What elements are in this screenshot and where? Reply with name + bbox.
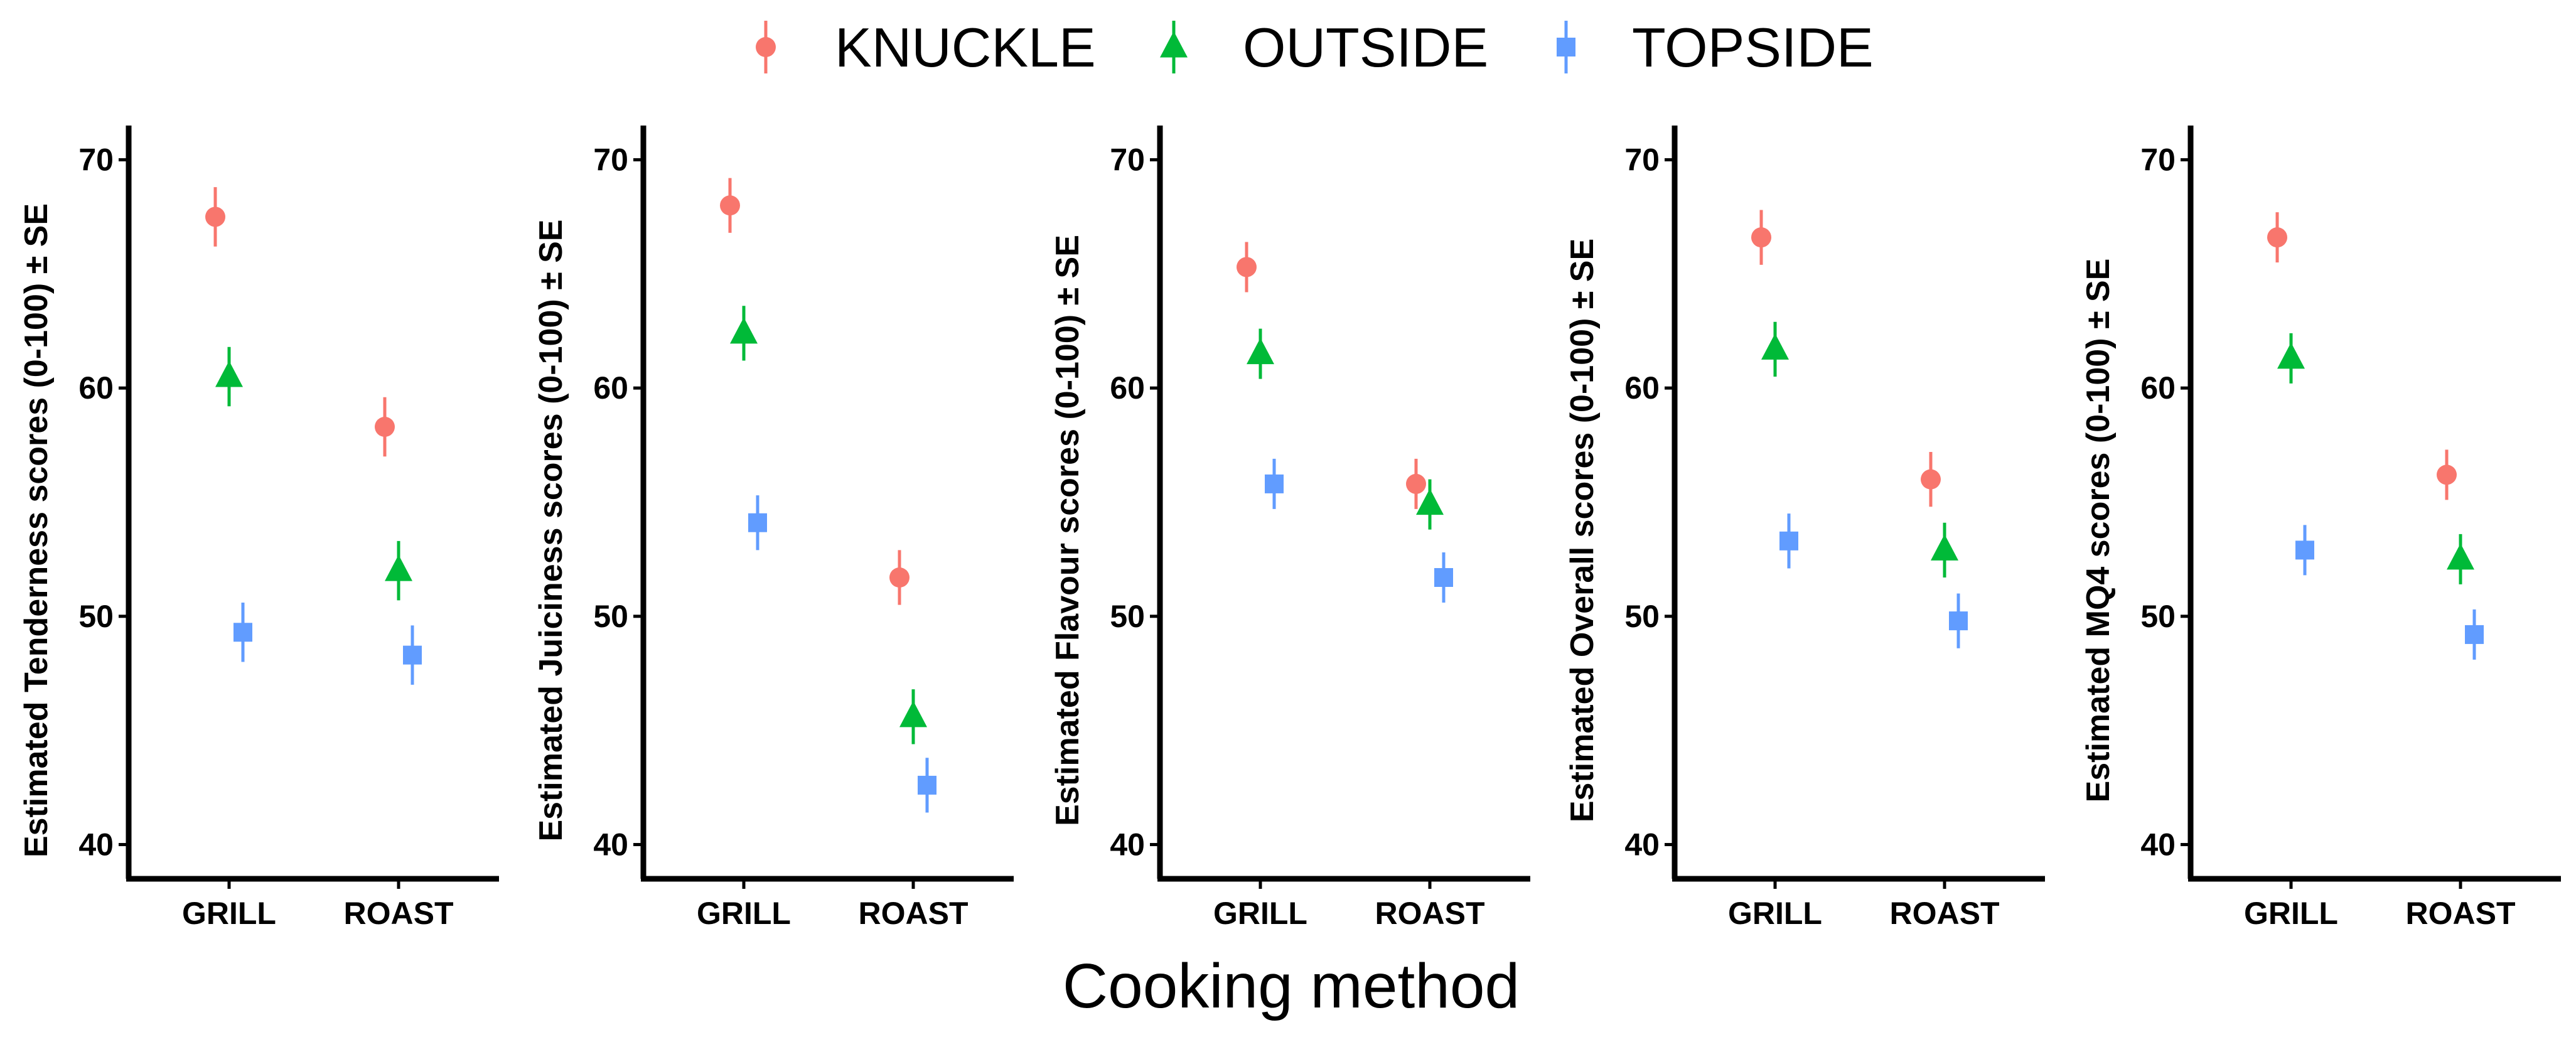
x-tick-label: ROAST bbox=[2406, 896, 2516, 931]
y-tick-label: 70 bbox=[593, 142, 628, 178]
point-outside-roast bbox=[385, 554, 412, 581]
point-topside-grill bbox=[233, 623, 252, 642]
legend-label-outside: OUTSIDE bbox=[1243, 16, 1488, 78]
y-tick-label: 40 bbox=[593, 827, 628, 862]
legend-item-topside: TOPSIDE bbox=[1557, 16, 1874, 78]
panel-5: 40 50 60 70 GRILL ROAST Estimated MQ4 scores (… bbox=[2080, 126, 2561, 931]
x-tick-label: ROAST bbox=[1375, 896, 1485, 931]
point-topside-roast bbox=[918, 775, 936, 795]
point-topside-roast bbox=[403, 645, 422, 665]
y-tick-label: 50 bbox=[2140, 599, 2176, 634]
x-tick-label: GRILL bbox=[1213, 896, 1307, 931]
point-outside-grill bbox=[215, 360, 243, 387]
point-outside-grill bbox=[1247, 338, 1274, 365]
x-tick-label: GRILL bbox=[2244, 896, 2338, 931]
point-knuckle-grill bbox=[720, 195, 740, 216]
point-knuckle-roast bbox=[889, 567, 910, 588]
legend-label-topside: TOPSIDE bbox=[1632, 16, 1874, 78]
y-tick-label: 60 bbox=[1110, 370, 1145, 406]
y-tick-label: 60 bbox=[78, 370, 114, 406]
x-tick-label: GRILL bbox=[1728, 896, 1822, 931]
x-tick-label: GRILL bbox=[697, 896, 791, 931]
y-axis-label: Estimated Juiciness scores (0-100) ± SE bbox=[533, 220, 569, 842]
point-knuckle-roast bbox=[1921, 469, 1941, 490]
legend-marker-knuckle bbox=[756, 37, 776, 57]
y-axis-label: Estimated MQ4 scores (0-100) ± SE bbox=[2080, 259, 2117, 803]
point-knuckle-roast bbox=[2437, 465, 2457, 485]
y-tick-label: 40 bbox=[1624, 827, 1660, 862]
point-topside-grill bbox=[2295, 540, 2314, 560]
legend-label-knuckle: KNUCKLE bbox=[835, 16, 1096, 78]
point-outside-roast bbox=[1931, 534, 1958, 561]
legend-marker-topside bbox=[1557, 38, 1575, 56]
point-topside-roast bbox=[1434, 568, 1453, 587]
x-tick-label: ROAST bbox=[859, 896, 969, 931]
y-axis-label: Estimated Flavour scores (0-100) ± SE bbox=[1049, 235, 1086, 826]
point-outside-grill bbox=[2277, 342, 2305, 369]
point-knuckle-roast bbox=[1406, 473, 1426, 494]
y-tick-label: 60 bbox=[1624, 370, 1660, 406]
point-knuckle-grill bbox=[205, 207, 225, 227]
point-outside-roast bbox=[2447, 543, 2474, 570]
x-axis-title: Cooking method bbox=[1063, 951, 1520, 1021]
legend-marker-outside bbox=[1160, 31, 1188, 58]
point-outside-grill bbox=[1761, 333, 1789, 360]
point-topside-grill bbox=[1779, 531, 1798, 551]
panel-3: 40 50 60 70 GRILL ROAST Estimated Flavour scor… bbox=[1049, 126, 1530, 931]
x-tick-label: ROAST bbox=[344, 896, 454, 931]
point-knuckle-grill bbox=[2267, 227, 2287, 248]
x-tick-label: ROAST bbox=[1890, 896, 2000, 931]
legend-item-outside: OUTSIDE bbox=[1160, 16, 1488, 78]
chart-panels: 40 50 60 70 GRILL ROAST Estimated Tenderness s… bbox=[18, 126, 2561, 931]
y-axis-label: Estimated Tenderness scores (0-100) ± SE bbox=[18, 203, 55, 857]
panel-4: 40 50 60 70 GRILL ROAST Estimated Overall scor… bbox=[1564, 126, 2045, 931]
y-tick-label: 50 bbox=[1624, 599, 1660, 634]
panel-2: 40 50 60 70 GRILL ROAST Estimated Juiciness sc… bbox=[533, 126, 1014, 931]
point-topside-grill bbox=[748, 513, 767, 532]
legend-item-knuckle: KNUCKLE bbox=[756, 16, 1096, 78]
y-tick-label: 50 bbox=[1110, 599, 1145, 634]
y-tick-label: 70 bbox=[1110, 142, 1145, 178]
panel-1: 40 50 60 70 GRILL ROAST Estimated Tenderness s… bbox=[18, 126, 499, 931]
point-topside-roast bbox=[1949, 611, 1968, 631]
y-tick-label: 60 bbox=[593, 370, 628, 406]
point-topside-grill bbox=[1265, 474, 1284, 493]
point-knuckle-roast bbox=[375, 417, 395, 437]
legend: KNUCKLE OUTSIDE TOPSIDE bbox=[756, 16, 1874, 78]
point-outside-roast bbox=[1416, 488, 1444, 515]
y-tick-label: 70 bbox=[1624, 142, 1660, 178]
y-tick-label: 50 bbox=[593, 599, 628, 634]
y-tick-label: 40 bbox=[2140, 827, 2176, 862]
x-tick-label: GRILL bbox=[182, 896, 276, 931]
point-outside-grill bbox=[730, 317, 758, 344]
y-tick-label: 40 bbox=[78, 827, 114, 862]
point-knuckle-grill bbox=[1751, 227, 1771, 248]
point-outside-roast bbox=[899, 701, 927, 728]
y-tick-label: 60 bbox=[2140, 370, 2176, 406]
y-tick-label: 70 bbox=[2140, 142, 2176, 178]
point-knuckle-grill bbox=[1237, 257, 1257, 277]
point-topside-roast bbox=[2465, 625, 2484, 644]
y-tick-label: 50 bbox=[78, 599, 114, 634]
y-tick-label: 70 bbox=[78, 142, 114, 178]
y-tick-label: 40 bbox=[1110, 827, 1145, 862]
y-axis-label: Estimated Overall scores (0-100) ± SE bbox=[1564, 239, 1601, 822]
